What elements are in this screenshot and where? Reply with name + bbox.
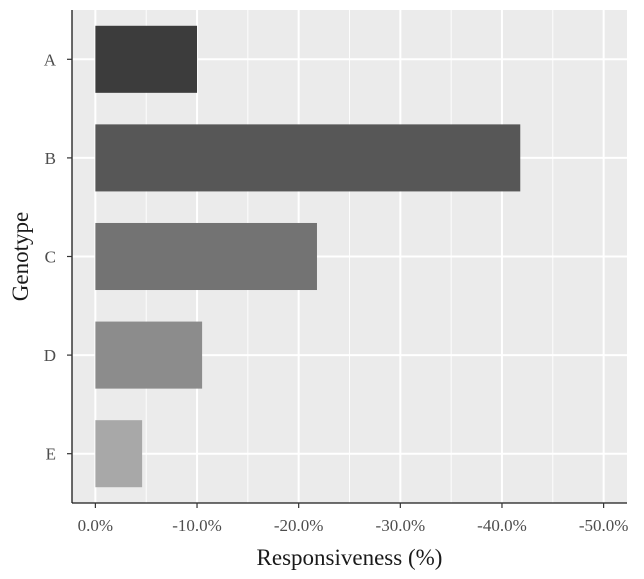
y-tick-label: B xyxy=(45,149,56,168)
y-tick-label: D xyxy=(44,346,56,365)
y-axis-ticks: A B C D E xyxy=(44,50,72,464)
bar-e xyxy=(95,420,143,488)
bar-b xyxy=(95,124,521,192)
x-tick-label: -10.0% xyxy=(172,516,222,535)
x-tick-label: -40.0% xyxy=(477,516,527,535)
x-axis-title: Responsiveness (%) xyxy=(257,545,443,570)
x-tick-label: -30.0% xyxy=(376,516,426,535)
y-axis-title: Genotype xyxy=(8,212,33,301)
bars xyxy=(95,25,521,488)
y-tick-label: E xyxy=(46,445,56,464)
bar-c xyxy=(95,222,317,291)
bar-a xyxy=(95,25,198,93)
x-tick-label: -50.0% xyxy=(579,516,629,535)
y-tick-label: A xyxy=(44,50,57,69)
x-tick-label: 0.0% xyxy=(78,516,113,535)
x-tick-label: -20.0% xyxy=(274,516,324,535)
grid xyxy=(72,10,627,503)
bar-d xyxy=(95,321,203,389)
y-tick-label: C xyxy=(45,248,56,267)
x-axis-ticks: 0.0% -10.0% -20.0% -30.0% -40.0% -50.0% xyxy=(78,503,629,535)
